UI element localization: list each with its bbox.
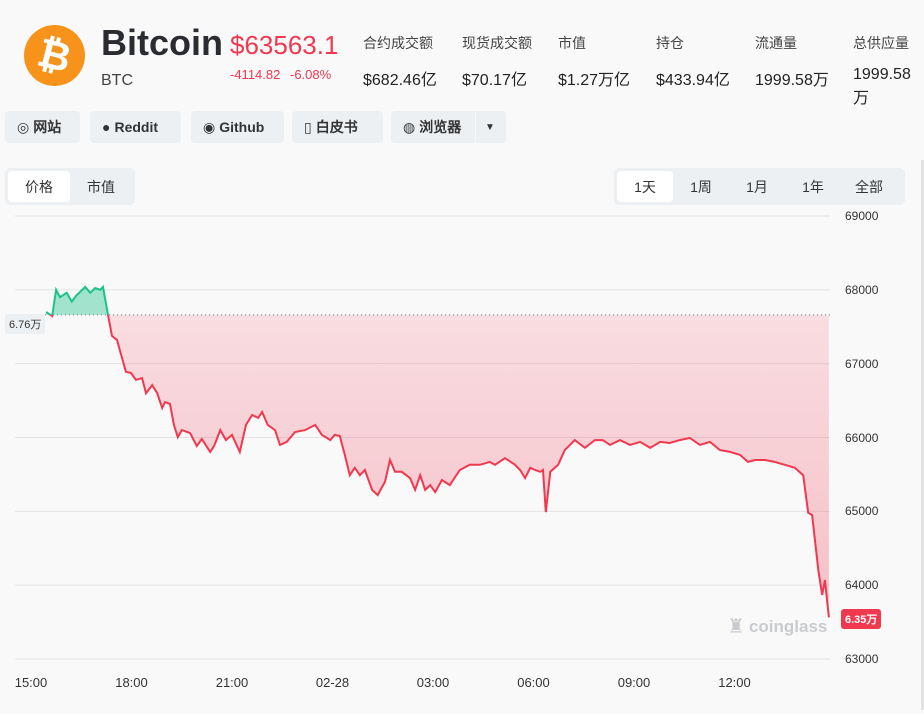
github-button[interactable]: ◉ Github	[191, 111, 284, 143]
coinglass-logo-icon: ♜	[727, 616, 745, 638]
stat-open-interest: 持仓 $433.94亿	[656, 35, 730, 89]
range-tabs: 1天 1周 1月 1年 全部	[614, 168, 905, 205]
coin-symbol: BTC	[101, 72, 133, 89]
x-tick-label: 06:00	[517, 675, 550, 690]
globe-icon: ◎	[17, 118, 30, 135]
x-tick-label: 21:00	[215, 675, 249, 690]
y-tick-label: 67000	[845, 356, 879, 371]
baseline-label: 6.76万	[5, 314, 46, 334]
y-tick-label: 65000	[845, 504, 879, 519]
stat-contract-volume: 合约成交额 $682.46亿	[363, 35, 437, 89]
x-tick-label: 09:00	[617, 675, 651, 690]
x-tick-label: 03:00	[416, 675, 450, 690]
bitcoin-logo: ₿	[24, 25, 85, 86]
tab-all[interactable]: 全部	[855, 178, 883, 195]
tab-1m[interactable]: 1月	[746, 178, 768, 195]
scrollbar[interactable]	[921, 160, 924, 710]
x-tick-label: 18:00	[115, 675, 148, 690]
y-tick-label: 68000	[845, 282, 879, 297]
coinglass-watermark: ♜ coinglass	[727, 616, 828, 638]
current-price: $63563.1	[230, 30, 339, 60]
caret-down-icon: ▼	[485, 121, 495, 133]
change-percent: -6.08%	[289, 67, 332, 82]
x-tick-label: 02-28	[315, 675, 350, 690]
stat-spot-volume: 现货成交额 $70.17亿	[462, 35, 532, 89]
stat-circulating-supply: 流通量 1999.58万	[755, 35, 829, 89]
x-tick-label: 15:00	[14, 675, 48, 690]
explorer-button[interactable]: ◍ 浏览器	[391, 111, 475, 143]
tab-market-cap[interactable]: 市值	[87, 178, 115, 195]
change-value: -4114.82	[230, 67, 281, 82]
tab-1w[interactable]: 1周	[690, 178, 712, 195]
x-tick-label: 12:00	[718, 675, 751, 690]
explorer-icon: ◍	[403, 118, 416, 135]
tab-1d[interactable]: 1天	[617, 171, 673, 202]
price-line-down	[48, 314, 830, 618]
stat-market-cap: 市值 $1.27万亿	[558, 35, 631, 89]
reddit-button[interactable]: ● Reddit	[90, 111, 181, 143]
metric-tabs: 价格 市值	[5, 168, 135, 205]
price-change: -4114.82 -6.08%	[230, 67, 331, 82]
whitepaper-button[interactable]: ▯ 白皮书	[292, 111, 383, 143]
y-tick-label: 66000	[845, 430, 879, 445]
tab-price[interactable]: 价格	[8, 171, 70, 202]
explorer-dropdown[interactable]: ▼	[476, 111, 506, 143]
price-line-up	[45, 284, 110, 315]
y-tick-label: 63000	[845, 652, 879, 666]
area-below-baseline	[46, 314, 829, 618]
website-button[interactable]: ◎ 网站	[5, 111, 80, 143]
area-above-baseline	[46, 286, 109, 315]
reddit-icon: ●	[102, 119, 111, 135]
coin-name: Bitcoin	[101, 22, 223, 63]
tab-1y[interactable]: 1年	[802, 178, 824, 195]
document-icon: ▯	[304, 118, 312, 135]
github-icon: ◉	[203, 118, 216, 135]
stat-total-supply: 总供应量 1999.58万	[853, 35, 911, 107]
y-tick-label: 69000	[845, 209, 879, 223]
last-price-label: 6.35万	[841, 609, 882, 629]
y-tick-label: 64000	[845, 578, 879, 593]
